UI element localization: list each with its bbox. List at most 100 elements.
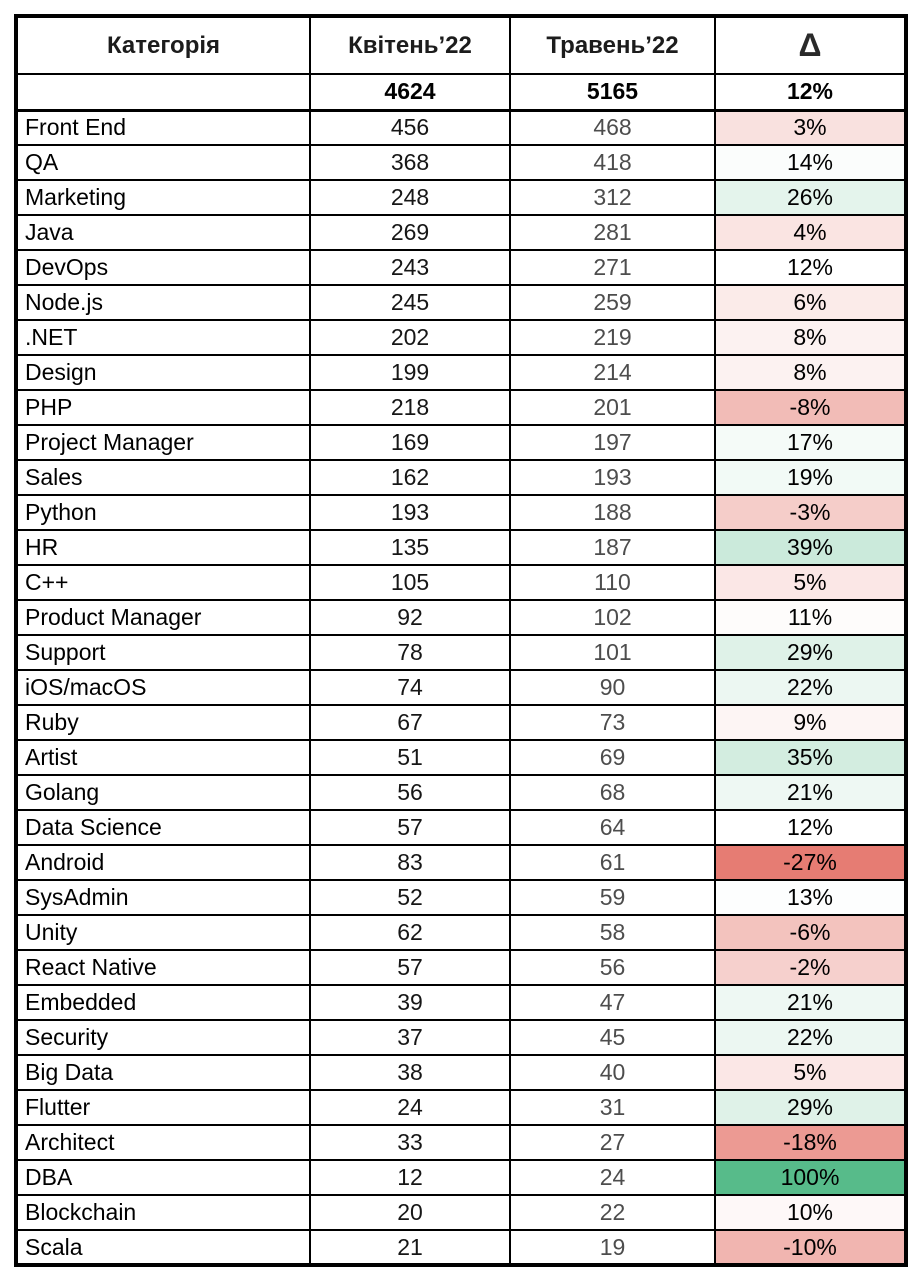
april-value-cell: 38 xyxy=(309,1054,511,1091)
category-cell: Front End xyxy=(15,109,311,146)
april-value-cell: 135 xyxy=(309,529,511,566)
table-row: Blockchain 20 22 10% xyxy=(15,1194,907,1231)
table-row: PHP 218 201 -8% xyxy=(15,389,907,426)
delta-percent-cell: -3% xyxy=(714,494,907,531)
delta-percent-cell: 35% xyxy=(714,739,907,776)
category-cell: Sales xyxy=(15,459,311,496)
delta-percent-cell: 3% xyxy=(714,109,907,146)
may-value-cell: 110 xyxy=(509,564,716,601)
category-cell: C++ xyxy=(15,564,311,601)
delta-percent-cell: 29% xyxy=(714,634,907,671)
april-value-cell: 193 xyxy=(309,494,511,531)
april-value-cell: 56 xyxy=(309,774,511,811)
table-row: Golang 56 68 21% xyxy=(15,774,907,811)
category-cell: PHP xyxy=(15,389,311,426)
april-value-cell: 74 xyxy=(309,669,511,706)
may-value-cell: 193 xyxy=(509,459,716,496)
category-cell: React Native xyxy=(15,949,311,986)
may-value-cell: 219 xyxy=(509,319,716,356)
april-value-cell: 62 xyxy=(309,914,511,951)
category-cell: Architect xyxy=(15,1124,311,1161)
table-row: Ruby 67 73 9% xyxy=(15,704,907,741)
table-row: Embedded 39 47 21% xyxy=(15,984,907,1021)
delta-percent-cell: 21% xyxy=(714,774,907,811)
table-row: QA 368 418 14% xyxy=(15,144,907,181)
april-value-cell: 57 xyxy=(309,949,511,986)
delta-percent-cell: 13% xyxy=(714,879,907,916)
delta-percent-cell: 22% xyxy=(714,669,907,706)
may-value-cell: 73 xyxy=(509,704,716,741)
delta-percent-cell: 17% xyxy=(714,424,907,461)
category-cell: Big Data xyxy=(15,1054,311,1091)
totals-category-cell xyxy=(15,73,311,112)
april-value-cell: 37 xyxy=(309,1019,511,1056)
delta-percent-cell: 9% xyxy=(714,704,907,741)
may-value-cell: 69 xyxy=(509,739,716,776)
delta-percent-cell: 12% xyxy=(714,249,907,286)
table-row: Android 83 61 -27% xyxy=(15,844,907,881)
totals-april-cell: 4624 xyxy=(309,73,511,112)
april-value-cell: 169 xyxy=(309,424,511,461)
delta-percent-cell: -18% xyxy=(714,1124,907,1161)
may-value-cell: 58 xyxy=(509,914,716,951)
delta-percent-cell: -8% xyxy=(714,389,907,426)
category-cell: Node.js xyxy=(15,284,311,321)
category-cell: .NET xyxy=(15,319,311,356)
april-value-cell: 78 xyxy=(309,634,511,671)
table-row: Architect 33 27 -18% xyxy=(15,1124,907,1161)
may-value-cell: 312 xyxy=(509,179,716,216)
april-value-cell: 57 xyxy=(309,809,511,846)
totals-may-cell: 5165 xyxy=(509,73,716,112)
may-value-cell: 24 xyxy=(509,1159,716,1196)
category-cell: Golang xyxy=(15,774,311,811)
april-value-cell: 33 xyxy=(309,1124,511,1161)
category-cell: Data Science xyxy=(15,809,311,846)
may-value-cell: 22 xyxy=(509,1194,716,1231)
category-cell: Project Manager xyxy=(15,424,311,461)
delta-percent-cell: 21% xyxy=(714,984,907,1021)
may-value-cell: 64 xyxy=(509,809,716,846)
april-value-cell: 67 xyxy=(309,704,511,741)
table-row: Front End 456 468 3% xyxy=(15,109,907,146)
april-value-cell: 24 xyxy=(309,1089,511,1126)
category-cell: Support xyxy=(15,634,311,671)
delta-percent-cell: 100% xyxy=(714,1159,907,1196)
april-value-cell: 83 xyxy=(309,844,511,881)
delta-percent-cell: 8% xyxy=(714,319,907,356)
delta-percent-cell: -27% xyxy=(714,844,907,881)
april-value-cell: 105 xyxy=(309,564,511,601)
table-row: DBA 12 24 100% xyxy=(15,1159,907,1196)
category-cell: Design xyxy=(15,354,311,391)
may-value-cell: 59 xyxy=(509,879,716,916)
may-value-cell: 56 xyxy=(509,949,716,986)
may-value-cell: 418 xyxy=(509,144,716,181)
delta-percent-cell: 12% xyxy=(714,809,907,846)
category-cell: Flutter xyxy=(15,1089,311,1126)
delta-percent-cell: -6% xyxy=(714,914,907,951)
delta-percent-cell: -2% xyxy=(714,949,907,986)
table-row: Product Manager 92 102 11% xyxy=(15,599,907,636)
delta-percent-cell: 26% xyxy=(714,179,907,216)
category-cell: Scala xyxy=(15,1229,311,1266)
delta-percent-cell: 19% xyxy=(714,459,907,496)
category-cell: Android xyxy=(15,844,311,881)
may-value-cell: 68 xyxy=(509,774,716,811)
may-value-cell: 90 xyxy=(509,669,716,706)
may-value-cell: 47 xyxy=(509,984,716,1021)
delta-percent-cell: -10% xyxy=(714,1229,907,1266)
may-value-cell: 101 xyxy=(509,634,716,671)
table-row: Flutter 24 31 29% xyxy=(15,1089,907,1126)
delta-percent-cell: 14% xyxy=(714,144,907,181)
table-row: Security 37 45 22% xyxy=(15,1019,907,1056)
table-row: HR 135 187 39% xyxy=(15,529,907,566)
category-cell: Unity xyxy=(15,914,311,951)
table-row: Artist 51 69 35% xyxy=(15,739,907,776)
april-value-cell: 162 xyxy=(309,459,511,496)
category-cell: Python xyxy=(15,494,311,531)
totals-delta-cell: 12% xyxy=(714,73,907,112)
april-value-cell: 52 xyxy=(309,879,511,916)
category-cell: Blockchain xyxy=(15,1194,311,1231)
delta-percent-cell: 4% xyxy=(714,214,907,251)
category-cell: QA xyxy=(15,144,311,181)
april-value-cell: 39 xyxy=(309,984,511,1021)
